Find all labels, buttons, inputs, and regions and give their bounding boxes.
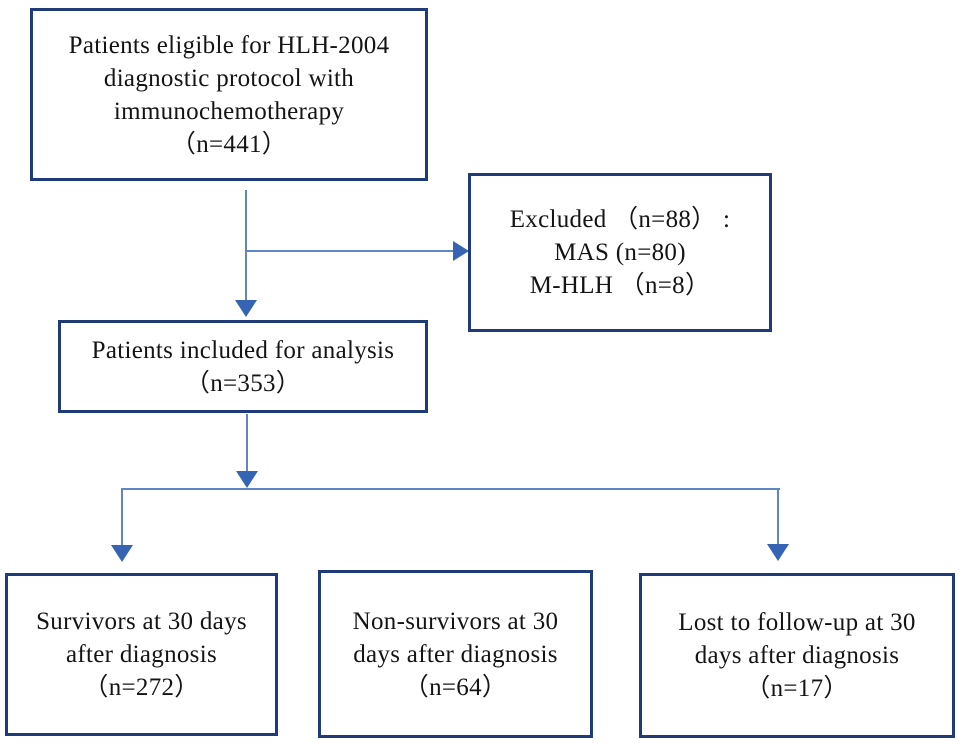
box-text-line: Non-survivors at 30 bbox=[352, 607, 559, 635]
connector-included-down bbox=[246, 414, 248, 474]
connector-split-line bbox=[121, 488, 780, 490]
box-patients-eligible: Patients eligible for HLH-2004 diagnosti… bbox=[30, 8, 428, 181]
box-text-line: immunochemotherapy bbox=[113, 97, 345, 125]
box-non-survivors: Non-survivors at 30 days after diagnosis… bbox=[318, 570, 593, 738]
box-excluded: Excluded （n=88） : MAS (n=80) M-HLH （n=8） bbox=[468, 173, 772, 332]
box-text-line: Patients included for analysis bbox=[91, 336, 395, 364]
box-text-line: diagnostic protocol with bbox=[103, 64, 355, 92]
arrowhead-into-survivors bbox=[111, 545, 133, 562]
box-text-line: Excluded （n=88） : bbox=[509, 206, 731, 233]
box-count-line: （n=17） bbox=[745, 675, 849, 702]
box-patients-included: Patients included for analysis （n=353） bbox=[58, 320, 428, 413]
box-text-line: Lost to follow-up at 30 bbox=[678, 609, 916, 636]
arrowhead-into-lost bbox=[767, 544, 789, 561]
box-survivors: Survivors at 30 days after diagnosis （n=… bbox=[5, 573, 278, 736]
box-text-line: Survivors at 30 days bbox=[36, 608, 247, 635]
box-text-line: after diagnosis bbox=[66, 641, 217, 668]
box-text-line: MAS (n=80) bbox=[554, 239, 686, 266]
box-count-line: （n=441） bbox=[170, 130, 288, 158]
box-text-line: days after diagnosis bbox=[353, 640, 558, 668]
connector-down-to-lost bbox=[777, 490, 779, 546]
box-text-line: Patients eligible for HLH-2004 bbox=[68, 31, 390, 59]
arrowhead-onto-split-line bbox=[236, 471, 258, 488]
box-text-line: M-HLH （n=8） bbox=[529, 272, 711, 299]
box-count-line: （n=272） bbox=[83, 674, 200, 701]
connector-branch-to-excluded bbox=[246, 250, 453, 252]
box-text-line: days after diagnosis bbox=[694, 642, 900, 669]
arrowhead-into-included bbox=[235, 300, 257, 317]
connector-down-to-survivors bbox=[121, 490, 123, 547]
box-count-line: （n=353） bbox=[184, 369, 302, 397]
connector-eligible-down bbox=[245, 190, 247, 302]
box-count-line: （n=64） bbox=[403, 673, 508, 701]
box-lost-to-follow-up: Lost to follow-up at 30 days after diagn… bbox=[639, 573, 955, 738]
arrowhead-into-excluded bbox=[453, 241, 469, 261]
